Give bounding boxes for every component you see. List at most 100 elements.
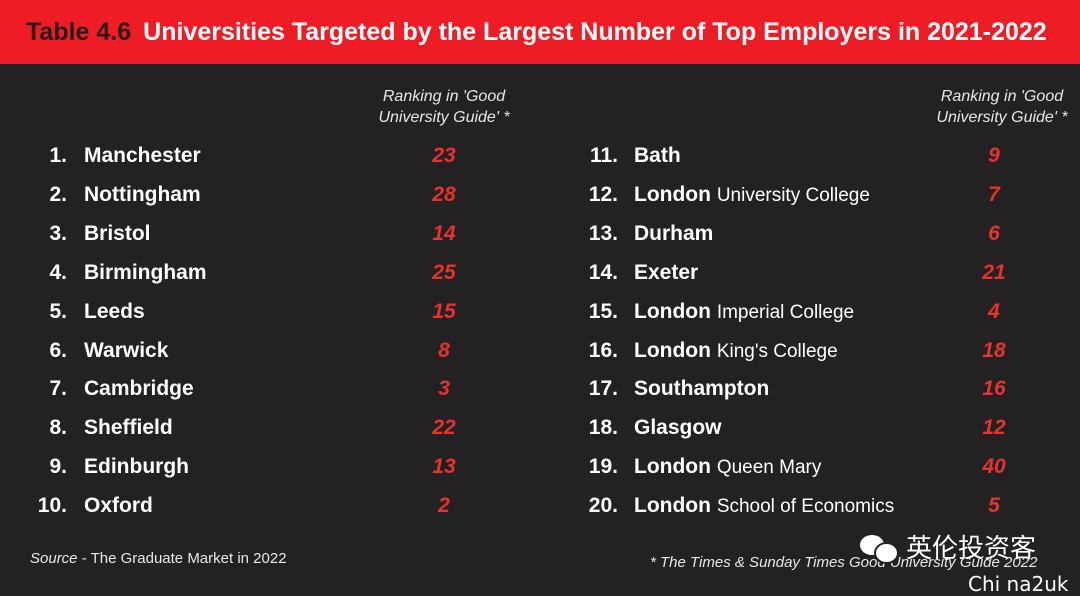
university-name: Edinburgh — [84, 455, 189, 479]
rank-position: 8. — [49, 416, 67, 440]
table-row: 9. Edinburgh 13 — [0, 448, 540, 486]
rank-position: 6. — [49, 338, 67, 362]
university-main-name: Glasgow — [634, 416, 722, 440]
guide-ranking: 7 — [988, 182, 1000, 206]
guide-ranking: 9 — [988, 144, 1000, 167]
university-main-name: Exeter — [634, 260, 699, 284]
guide-ranking: 25 — [432, 260, 456, 284]
university-name: London University College — [634, 183, 870, 207]
guide-ranking: 16 — [982, 377, 1006, 401]
table-row: 12. London University College 7 — [540, 176, 1080, 214]
guide-ranking: 6 — [988, 221, 1000, 245]
rank-position: 14. — [588, 260, 618, 284]
guide-ranking: 18 — [982, 338, 1006, 362]
university-name: Nottingham — [84, 183, 201, 207]
university-college-name: School of Economics — [716, 496, 895, 518]
university-name: Glasgow — [634, 416, 722, 440]
university-name: Warwick — [84, 339, 168, 363]
table-row: 8. Sheffield 22 — [0, 409, 540, 447]
university-main-name: Cambridge — [84, 377, 194, 401]
rank-position: 11. — [589, 144, 618, 167]
university-name: Bristol — [84, 222, 151, 246]
rank-position: 16. — [588, 338, 618, 362]
university-name: Southampton — [634, 377, 769, 401]
university-main-name: London — [634, 299, 711, 323]
ranking-column-header: Ranking in 'Good University Guide' * — [378, 88, 510, 126]
table-row: 18. Glasgow 12 — [540, 409, 1080, 447]
rank-position: 4. — [49, 260, 67, 284]
university-name: Leeds — [84, 300, 145, 324]
university-name: Manchester — [84, 144, 201, 168]
guide-ranking: 40 — [982, 455, 1006, 479]
guide-ranking: 12 — [982, 416, 1006, 440]
university-main-name: London — [634, 494, 711, 518]
guide-ranking: 28 — [432, 182, 456, 206]
rank-position: 2. — [49, 182, 67, 206]
guide-ranking: 21 — [982, 260, 1006, 284]
university-main-name: Bath — [634, 144, 681, 167]
table-number: Table 4.6 — [26, 17, 132, 46]
guide-ranking: 22 — [432, 416, 456, 440]
rank-position: 9. — [49, 455, 67, 479]
table-row: 14. Exeter 21 — [540, 254, 1080, 292]
university-name: Exeter — [634, 261, 698, 285]
university-name: London School of Economics — [634, 494, 894, 518]
source-text: - The Graduate Market in 2022 — [77, 550, 287, 567]
table-title: Universities Targeted by the Largest Num… — [143, 17, 1047, 46]
university-college-name: University College — [716, 184, 870, 206]
table-row: 17. Southampton 16 — [540, 370, 1080, 408]
university-college-name: Queen Mary — [716, 457, 822, 479]
rank-position: 5. — [49, 299, 67, 323]
source-label: Source — [30, 550, 78, 567]
table-row: 15. London Imperial College 4 — [540, 293, 1080, 331]
source-note: Source - The Graduate Market in 2022 — [30, 550, 287, 567]
university-main-name: Sheffield — [84, 416, 173, 440]
university-main-name: Edinburgh — [84, 455, 189, 479]
university-main-name: Nottingham — [84, 182, 201, 206]
table-row: 10. Oxford 2 — [0, 487, 540, 525]
university-main-name: Bristol — [84, 221, 151, 245]
watermark: 英伦投资客 — [860, 528, 1036, 565]
university-main-name: Durham — [634, 221, 714, 245]
guide-ranking: 23 — [432, 144, 456, 167]
watermark-text: 英伦投资客 — [906, 533, 1037, 563]
guide-ranking: 13 — [432, 455, 456, 479]
guide-ranking: 2 — [438, 494, 450, 518]
rank-position: 1. — [49, 144, 67, 167]
table-row: 19. London Queen Mary 40 — [540, 448, 1080, 486]
university-college-name: Imperial College — [716, 301, 855, 323]
university-main-name: London — [634, 338, 711, 362]
table-row: 20. London School of Economics 5 — [540, 487, 1080, 525]
university-main-name: London — [634, 182, 711, 206]
table-row: 16. London King's College 18 — [540, 332, 1080, 370]
table-row: 4. Birmingham 25 — [0, 254, 540, 292]
university-main-name: Southampton — [634, 377, 770, 401]
guide-ranking: 4 — [988, 299, 1000, 323]
university-name: London Imperial College — [634, 300, 854, 324]
university-name: Bath — [634, 144, 681, 168]
university-main-name: Oxford — [84, 494, 153, 518]
guide-ranking: 3 — [438, 377, 450, 401]
university-main-name: Leeds — [84, 299, 145, 323]
rank-position: 12. — [588, 182, 618, 206]
university-name: London Queen Mary — [634, 455, 821, 479]
footnote: * The Times & Sunday Times Good Universi… — [650, 554, 1038, 571]
university-main-name: London — [634, 455, 711, 479]
rank-position: 17. — [588, 377, 618, 401]
rank-position: 15. — [588, 299, 618, 323]
watermark-handle: Chi na2uk — [968, 572, 1069, 596]
rank-position: 18. — [588, 416, 618, 440]
wechat-icon — [860, 533, 899, 564]
university-name: Birmingham — [84, 261, 207, 285]
university-name: Cambridge — [84, 377, 194, 401]
rank-position: 13. — [588, 221, 618, 245]
guide-ranking: 14 — [432, 221, 456, 245]
table-row: 2. Nottingham 28 — [0, 176, 540, 214]
table-row: 7. Cambridge 3 — [0, 370, 540, 408]
rank-position: 7. — [49, 377, 67, 401]
rank-position: 10. — [37, 494, 67, 518]
guide-ranking: 5 — [988, 494, 1000, 518]
university-main-name: Birmingham — [84, 260, 207, 284]
table-row: 6. Warwick 8 — [0, 332, 540, 370]
table-row: 3. Bristol 14 — [0, 215, 540, 253]
